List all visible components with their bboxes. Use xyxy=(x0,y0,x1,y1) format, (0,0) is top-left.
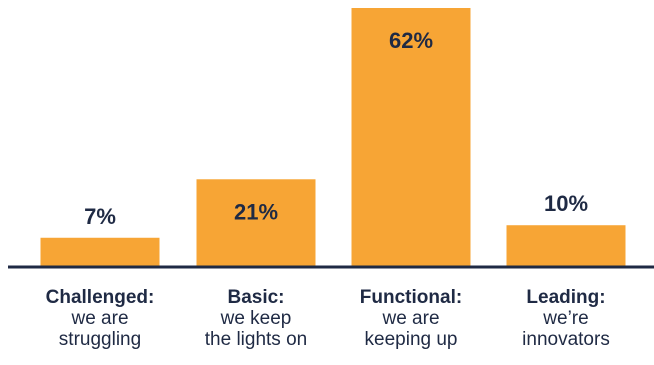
category-title: Basic: xyxy=(227,287,285,308)
category-title: Functional: xyxy=(359,287,463,308)
category-subtitle-line: innovators xyxy=(522,329,610,350)
category-subtitle-line: the lights on xyxy=(204,329,308,350)
bar xyxy=(196,179,316,267)
value-label: 21% xyxy=(234,199,278,224)
category-subtitle-line: keeping up xyxy=(364,329,458,350)
category-label: Challenged: we are struggling xyxy=(25,287,175,350)
category-subtitle-line: we are xyxy=(71,308,129,329)
value-label: 62% xyxy=(389,28,433,53)
category-label: Leading: we’re innovators xyxy=(491,287,641,350)
category-subtitle-line: we are xyxy=(382,308,440,329)
bar xyxy=(506,225,626,267)
category-title: Challenged: xyxy=(45,287,155,308)
value-label: 7% xyxy=(84,204,116,229)
category-subtitle-line: struggling xyxy=(58,329,142,350)
value-labels-group: 7% 21% 62% 10% xyxy=(84,28,588,229)
bar xyxy=(40,237,160,267)
category-label: Basic: we keep the lights on xyxy=(181,287,331,350)
category-label: Functional: we are keeping up xyxy=(336,287,486,350)
category-subtitle-line: we’re xyxy=(543,308,589,329)
bars-group xyxy=(40,8,626,267)
category-title: Leading: xyxy=(526,287,606,308)
category-subtitle-line: we keep xyxy=(220,308,292,329)
value-label: 10% xyxy=(544,191,588,216)
bar xyxy=(351,8,471,267)
